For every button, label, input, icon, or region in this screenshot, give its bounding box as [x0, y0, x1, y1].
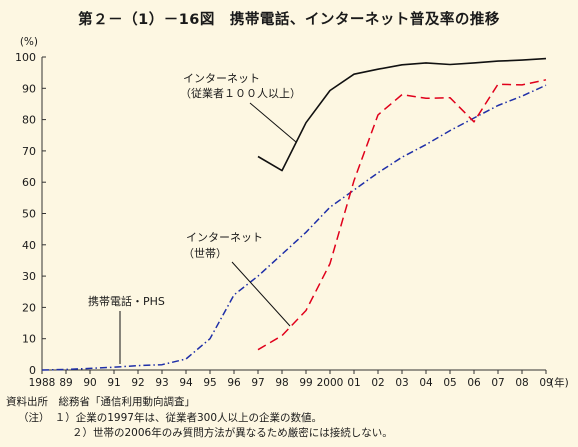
x-axis-unit: (年) [550, 376, 569, 389]
x-tick-label: 92 [131, 377, 144, 389]
y-tick-label: 90 [22, 82, 36, 95]
footnote-2: ２）世帯の2006年のみ質問方法が異なるため厳密には接続しない。 [72, 427, 393, 439]
x-tick-label: 90 [83, 377, 96, 389]
y-tick-label: 10 [22, 333, 36, 346]
x-tick-label: 02 [371, 377, 384, 389]
x-tick-label: 05 [443, 377, 456, 389]
y-tick-label: 50 [22, 208, 36, 221]
annotation-internet-household-line2: （世帯） [183, 247, 227, 260]
internet-household-series-line [257, 79, 547, 351]
annotation-internet-company-line1: インターネット [183, 72, 260, 85]
y-tick-label: 20 [22, 301, 36, 314]
chart-title: 第２－（1）－16図 携帯電話、インターネット普及率の推移 [78, 12, 500, 28]
x-tick-label: 91 [107, 377, 120, 389]
x-tick-label: 97 [251, 377, 264, 389]
leader-internet-company [249, 102, 297, 143]
annotation-internet-household-line1: インターネット [186, 231, 263, 244]
y-tick-label: 0 [29, 364, 36, 377]
x-tick-label: 06 [467, 377, 481, 389]
source-note: 資料出所 総務省「通信利用動向調査」 [6, 396, 195, 408]
x-tick-label: 09 [539, 377, 552, 389]
x-tick-label: 1988 [29, 377, 56, 389]
y-tick-label: 100 [15, 51, 36, 64]
x-tick-label: 07 [491, 377, 504, 389]
x-tick-label: 08 [515, 377, 528, 389]
x-tick-label: 99 [299, 377, 312, 389]
x-tick-label: 04 [419, 377, 433, 389]
y-tick-label: 80 [22, 114, 36, 127]
annotation-mobile: 携帯電話・PHS [88, 294, 165, 308]
x-tick-label: 01 [347, 377, 360, 389]
mobile-series-line [41, 84, 547, 371]
x-tick-label: 96 [227, 377, 241, 389]
y-tick-label: 40 [22, 239, 36, 252]
leader-internet-household [231, 261, 291, 327]
footnote-1: （注） １）企業の1997年は、従業者300人以上の企業の数値。 [18, 412, 323, 424]
x-tick-label: 93 [155, 377, 168, 389]
y-tick-label: 70 [22, 145, 36, 158]
x-tick-label: 95 [203, 377, 216, 389]
internet-company-series-line [257, 57, 547, 172]
y-tick-label: 60 [22, 176, 36, 189]
y-tick-label: 30 [22, 270, 36, 283]
x-tick-label: 94 [179, 377, 193, 389]
x-tick-label: 2000 [317, 377, 344, 389]
x-tick-label: 89 [59, 377, 72, 389]
x-tick-label: 03 [395, 377, 408, 389]
y-axis-unit: (%) [20, 36, 38, 48]
annotation-internet-company-line2: （従業者１００人以上） [180, 87, 301, 100]
x-tick-label: 98 [275, 377, 288, 389]
